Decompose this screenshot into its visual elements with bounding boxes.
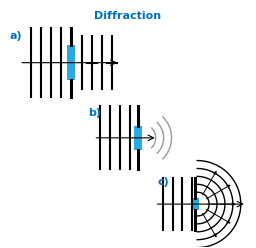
Bar <box>67 45 74 81</box>
Text: a): a) <box>9 31 22 41</box>
Text: b): b) <box>88 108 101 118</box>
Bar <box>191 198 199 210</box>
Text: c): c) <box>158 177 169 187</box>
Bar <box>134 126 142 150</box>
Text: Diffraction: Diffraction <box>94 11 162 21</box>
